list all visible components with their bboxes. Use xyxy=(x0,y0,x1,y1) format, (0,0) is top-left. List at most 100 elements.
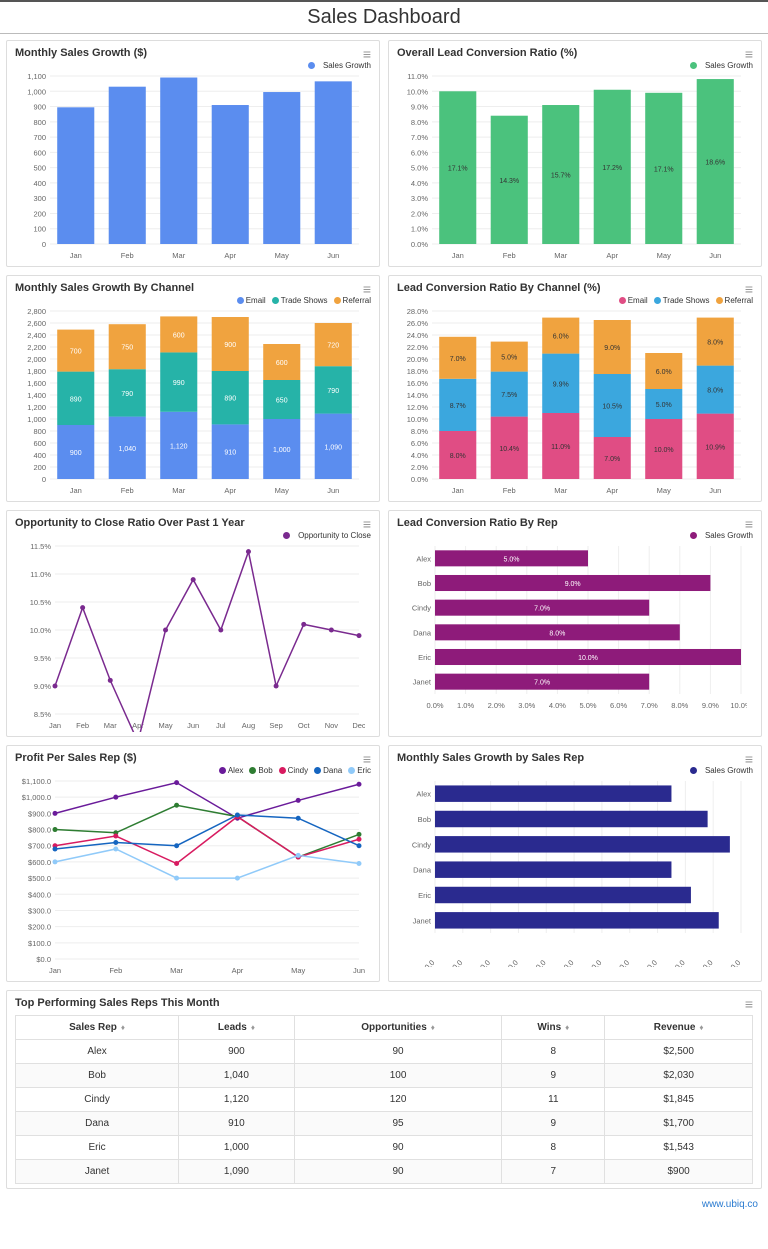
table-row: Alex900908$2,500 xyxy=(16,1040,753,1064)
svg-text:1,120: 1,120 xyxy=(170,443,188,450)
card-overall-lead: Overall Lead Conversion Ratio (%) ≡ Sale… xyxy=(388,40,762,267)
card-monthly-sales: Monthly Sales Growth ($) ≡ Sales Growth … xyxy=(6,40,380,267)
svg-text:May: May xyxy=(657,486,671,495)
svg-text:2,800: 2,800 xyxy=(27,307,46,316)
chart-title: Overall Lead Conversion Ratio (%) xyxy=(397,47,753,59)
card-opp-close: Opportunity to Close Ratio Over Past 1 Y… xyxy=(6,510,380,737)
svg-text:Jan: Jan xyxy=(49,966,61,975)
svg-text:0.0%: 0.0% xyxy=(411,240,428,249)
svg-text:Mar: Mar xyxy=(104,721,117,730)
svg-text:6.0%: 6.0% xyxy=(553,334,569,341)
table-cell: $1,543 xyxy=(605,1136,753,1160)
svg-text:1,800: 1,800 xyxy=(27,367,46,376)
svg-text:Jan: Jan xyxy=(70,251,82,260)
sort-icon[interactable]: ♦ xyxy=(431,1023,435,1032)
svg-text:890: 890 xyxy=(224,396,236,403)
dashboard-title: Sales Dashboard xyxy=(0,6,768,29)
column-header[interactable]: Sales Rep♦ xyxy=(16,1016,179,1040)
table-cell: 8 xyxy=(502,1040,605,1064)
column-header[interactable]: Leads♦ xyxy=(179,1016,295,1040)
svg-text:Jan: Jan xyxy=(452,251,464,260)
card-lead-by-channel: Lead Conversion Ratio By Channel (%) ≡ E… xyxy=(388,275,762,502)
table-cell: 90 xyxy=(294,1136,502,1160)
svg-text:7.5%: 7.5% xyxy=(501,392,517,399)
svg-text:7.0%: 7.0% xyxy=(534,680,550,687)
hamburger-icon[interactable]: ≡ xyxy=(745,752,753,766)
hamburger-icon[interactable]: ≡ xyxy=(745,282,753,296)
column-header[interactable]: Wins♦ xyxy=(502,1016,605,1040)
svg-text:8.0%: 8.0% xyxy=(411,118,428,127)
chart-legend: Sales Growth xyxy=(397,766,753,775)
svg-text:$500.0: $500.0 xyxy=(553,958,576,967)
chart-sales-by-channel: 02004006008001,0001,2001,4001,6001,8002,… xyxy=(15,307,365,497)
svg-text:3.0%: 3.0% xyxy=(518,701,535,710)
table-cell: 910 xyxy=(179,1112,295,1136)
svg-text:3.0%: 3.0% xyxy=(411,194,428,203)
top-reps-table: Sales Rep♦Leads♦Opportunities♦Wins♦Reven… xyxy=(15,1015,753,1184)
svg-text:8.0%: 8.0% xyxy=(411,427,428,436)
chart-legend: Sales Growth xyxy=(15,61,371,70)
svg-text:300: 300 xyxy=(33,194,46,203)
table-cell: 120 xyxy=(294,1088,502,1112)
svg-text:8.0%: 8.0% xyxy=(707,388,723,395)
svg-text:5.0%: 5.0% xyxy=(579,701,596,710)
hamburger-icon[interactable]: ≡ xyxy=(745,997,753,1011)
table-cell: $900 xyxy=(605,1160,753,1184)
hamburger-icon[interactable]: ≡ xyxy=(363,517,371,531)
svg-text:$900.0: $900.0 xyxy=(664,958,687,967)
svg-text:Cindy: Cindy xyxy=(412,840,431,849)
chart-title: Lead Conversion Ratio By Rep xyxy=(397,517,753,529)
svg-text:1,100: 1,100 xyxy=(27,72,46,81)
svg-text:6.0%: 6.0% xyxy=(411,148,428,157)
table-header-row: Sales Rep♦Leads♦Opportunities♦Wins♦Reven… xyxy=(16,1016,753,1040)
svg-text:Jun: Jun xyxy=(187,721,199,730)
svg-text:11.5%: 11.5% xyxy=(30,542,51,551)
svg-text:Bob: Bob xyxy=(418,579,431,588)
svg-text:800: 800 xyxy=(33,427,46,436)
svg-text:$600.0: $600.0 xyxy=(581,958,604,967)
sort-icon[interactable]: ♦ xyxy=(565,1023,569,1032)
svg-text:Apr: Apr xyxy=(224,251,236,260)
hamburger-icon[interactable]: ≡ xyxy=(363,47,371,61)
hamburger-icon[interactable]: ≡ xyxy=(745,517,753,531)
svg-text:2,200: 2,200 xyxy=(27,343,46,352)
svg-text:8.0%: 8.0% xyxy=(671,701,688,710)
column-header[interactable]: Opportunities♦ xyxy=(294,1016,502,1040)
column-header[interactable]: Revenue♦ xyxy=(605,1016,753,1040)
sort-icon[interactable]: ♦ xyxy=(251,1023,255,1032)
svg-text:Dana: Dana xyxy=(413,628,432,637)
chart-sales-by-rep: $0.0$100.0$200.0$300.0$400.0$500.0$600.0… xyxy=(397,777,747,967)
svg-text:1,000: 1,000 xyxy=(27,415,46,424)
svg-text:May: May xyxy=(275,486,289,495)
sort-icon[interactable]: ♦ xyxy=(699,1023,703,1032)
svg-text:5.0%: 5.0% xyxy=(501,355,517,362)
svg-text:10.9%: 10.9% xyxy=(705,444,725,451)
svg-text:Feb: Feb xyxy=(503,251,516,260)
hamburger-icon[interactable]: ≡ xyxy=(363,752,371,766)
svg-text:$900.0: $900.0 xyxy=(28,809,51,818)
table-cell: 1,040 xyxy=(179,1064,295,1088)
svg-text:May: May xyxy=(158,721,172,730)
svg-text:720: 720 xyxy=(327,343,339,350)
svg-text:8.0%: 8.0% xyxy=(450,453,466,460)
svg-text:600: 600 xyxy=(276,360,288,367)
svg-text:Jan: Jan xyxy=(452,486,464,495)
svg-text:May: May xyxy=(275,251,289,260)
svg-text:1,000: 1,000 xyxy=(27,87,46,96)
svg-text:Alex: Alex xyxy=(416,790,431,799)
svg-text:Feb: Feb xyxy=(503,486,516,495)
svg-text:9.0%: 9.0% xyxy=(565,581,581,588)
table-cell: $2,500 xyxy=(605,1040,753,1064)
svg-text:10.0%: 10.0% xyxy=(407,415,429,424)
hamburger-icon[interactable]: ≡ xyxy=(363,282,371,296)
svg-text:10.0%: 10.0% xyxy=(30,626,52,635)
svg-text:Jun: Jun xyxy=(327,251,339,260)
hamburger-icon[interactable]: ≡ xyxy=(745,47,753,61)
svg-text:Mar: Mar xyxy=(170,966,183,975)
footer-link[interactable]: www.ubiq.co xyxy=(0,1195,768,1218)
svg-text:20.0%: 20.0% xyxy=(407,355,429,364)
card-sales-by-channel: Monthly Sales Growth By Channel ≡ EmailT… xyxy=(6,275,380,502)
svg-text:0: 0 xyxy=(42,240,46,249)
svg-text:Mar: Mar xyxy=(172,251,185,260)
sort-icon[interactable]: ♦ xyxy=(121,1023,125,1032)
